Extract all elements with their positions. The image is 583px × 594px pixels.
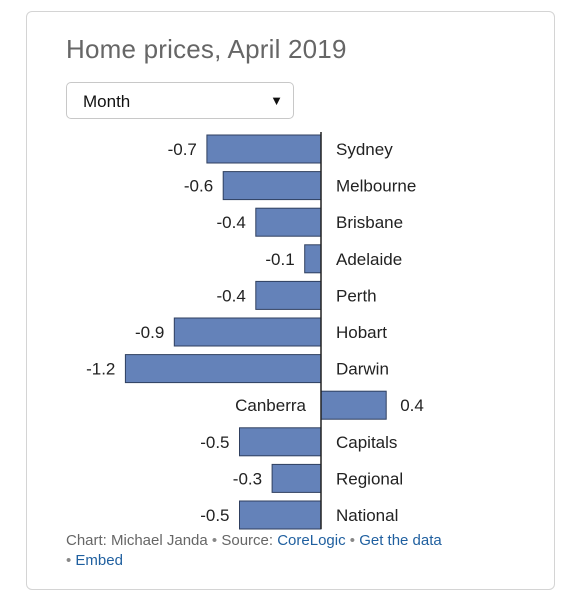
bar-adelaide — [304, 244, 322, 274]
value-label: -0.1 — [265, 250, 294, 269]
get-data-link[interactable]: Get the data — [359, 532, 442, 549]
value-label: -0.4 — [217, 213, 246, 232]
bar-darwin — [124, 354, 322, 384]
source-prefix: Source: — [221, 532, 278, 549]
category-label: National — [336, 506, 398, 525]
bar-melbourne — [222, 171, 322, 201]
category-label: Brisbane — [336, 213, 403, 232]
bar-regional — [271, 463, 322, 493]
category-label: Perth — [336, 286, 377, 305]
category-label: Capitals — [336, 433, 397, 452]
credit-text: Chart: Michael Janda — [66, 532, 208, 549]
category-label: Hobart — [336, 323, 387, 342]
source-link[interactable]: CoreLogic — [277, 532, 346, 549]
bar-brisbane — [255, 207, 322, 237]
period-select[interactable]: Month ▼ — [66, 82, 294, 119]
value-label: -0.7 — [168, 140, 197, 159]
bar-capitals — [239, 427, 322, 457]
chart-title: Home prices, April 2019 — [66, 34, 347, 64]
bar-hobart — [173, 317, 322, 347]
category-label: Adelaide — [336, 250, 402, 269]
category-label: Sydney — [336, 140, 393, 159]
category-label: Regional — [336, 469, 403, 488]
value-label: -0.3 — [233, 469, 262, 488]
embed-link[interactable]: Embed — [75, 552, 123, 569]
category-label: Canberra — [235, 396, 306, 415]
bar-national — [239, 500, 322, 530]
value-label: -0.5 — [200, 433, 229, 452]
value-label: -0.9 — [135, 323, 164, 342]
value-label: 0.4 — [400, 396, 424, 415]
value-label: -0.6 — [184, 177, 213, 196]
chart-footer: Chart: Michael Janda • Source: CoreLogic… — [66, 532, 442, 569]
category-label: Darwin — [336, 360, 389, 379]
chevron-down-icon: ▼ — [270, 93, 283, 108]
bar-perth — [255, 280, 322, 310]
bar-sydney — [206, 134, 322, 164]
bar-canberra — [320, 390, 387, 420]
category-label: Melbourne — [336, 177, 416, 196]
value-label: -0.4 — [217, 286, 246, 305]
value-label: -1.2 — [86, 360, 115, 379]
period-select-value: Month — [83, 92, 131, 111]
value-label: -0.5 — [200, 506, 229, 525]
